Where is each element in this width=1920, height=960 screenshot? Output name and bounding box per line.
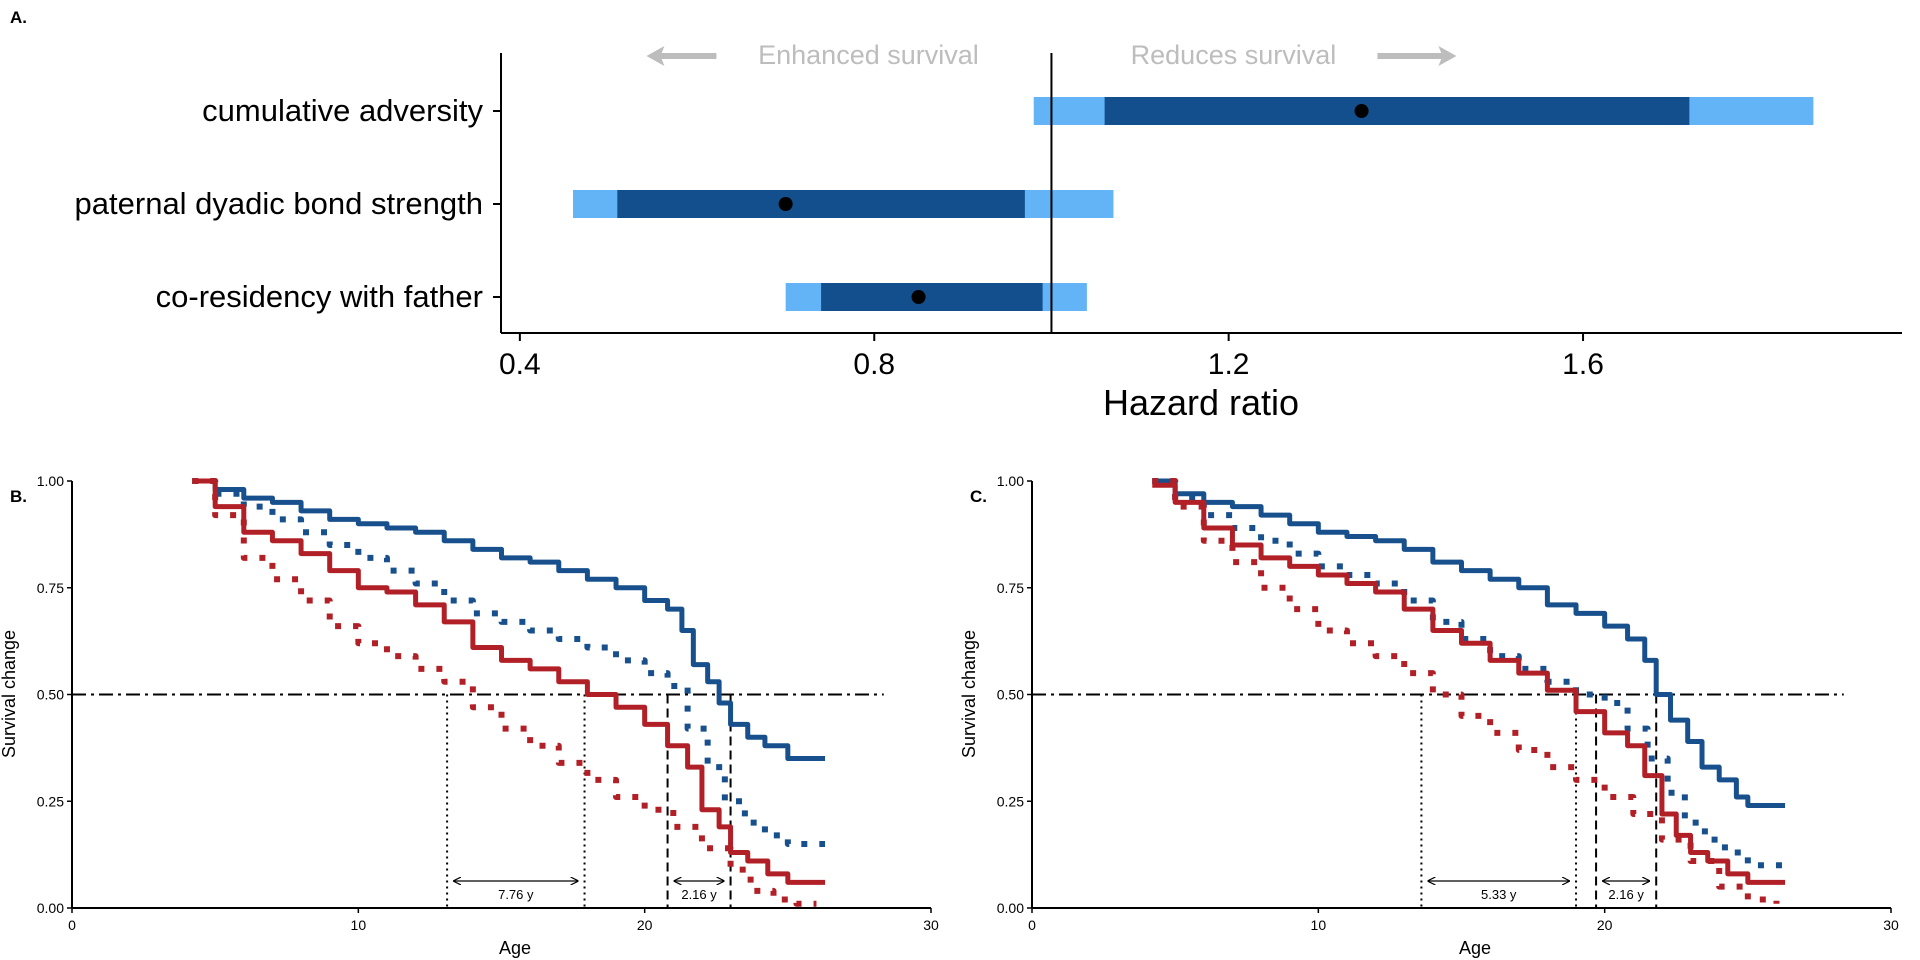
y-tick-label: 0.75 [37, 580, 64, 596]
y-tick-label: 0.50 [37, 687, 64, 703]
y-tick-label: 0.25 [37, 793, 64, 809]
forest-x-tick-label: 0.8 [853, 348, 895, 381]
x-tick-label: 30 [923, 917, 939, 933]
panel-c-label: C. [970, 487, 987, 506]
forest-ci-inner [617, 190, 1025, 218]
survival-curve-red-solid [1152, 482, 1786, 885]
survival-curve-blue-solid [192, 478, 826, 762]
right-arrow-head [1438, 46, 1457, 66]
survival-curve-red-solid [192, 478, 826, 885]
forest-x-tick-label: 0.4 [499, 348, 541, 381]
gap-label: 5.33 y [1481, 887, 1517, 902]
survival-curve-blue-solid [1152, 478, 1786, 809]
y-tick-label: 0.25 [997, 793, 1024, 809]
x-tick-label: 10 [351, 917, 367, 933]
forest-annotation-reduces: Reduces survival [1131, 40, 1337, 70]
panel-b-label: B. [10, 487, 27, 506]
forest-x-ticks: 0.4 0.8 1.2 1.6 [499, 333, 1604, 381]
x-tick-label: 0 [68, 917, 76, 933]
survival-curve-red-dotted [192, 478, 817, 907]
panel-c-y-axis-title: Survival change [959, 630, 979, 758]
forest-row-labels: cumulative adversity paternal dyadic bond… [75, 93, 501, 314]
x-tick-label: 10 [1311, 917, 1327, 933]
forest-x-tick-label: 1.6 [1562, 348, 1604, 381]
forest-x-tick-label: 1.2 [1208, 348, 1250, 381]
panel-a-label: A. [10, 8, 27, 27]
y-tick-label: 1.00 [37, 473, 64, 489]
forest-annotation-enhanced: Enhanced survival [758, 40, 979, 70]
panel-a: A. Enhanced survival Reduces survival 0.… [10, 8, 1902, 423]
forest-point-estimate [911, 290, 926, 304]
y-tick-label: 0.00 [37, 900, 64, 916]
x-tick-label: 20 [637, 917, 653, 933]
gap-label: 2.16 y [681, 887, 717, 902]
panel-b-x-axis-title: Age [499, 938, 531, 958]
x-tick-label: 20 [1597, 917, 1613, 933]
panel-b: B. Survival change Age 0.00 0.25 0.50 0.75 1… [0, 473, 939, 958]
forest-ci-inner [821, 283, 1043, 311]
panel-c-x-axis-title: Age [1459, 938, 1491, 958]
panel-b-y-axis-title: Survival change [0, 630, 19, 758]
forest-point-estimate [1354, 104, 1369, 118]
forest-row-label: co-residency with father [156, 279, 483, 314]
forest-point-estimate [778, 197, 793, 211]
gap-label: 2.16 y [1608, 887, 1644, 902]
x-tick-label: 0 [1028, 917, 1036, 933]
y-tick-label: 0.00 [997, 900, 1024, 916]
survival-curve-blue-dotted [1152, 478, 1786, 869]
forest-ci-group [573, 97, 1814, 311]
x-tick-label: 30 [1883, 917, 1899, 933]
forest-row-label: cumulative adversity [202, 93, 483, 128]
y-tick-label: 1.00 [997, 473, 1024, 489]
forest-row-label: paternal dyadic bond strength [75, 186, 483, 221]
gap-label: 7.76 y [498, 887, 534, 902]
y-tick-label: 0.50 [997, 687, 1024, 703]
forest-x-axis-title: Hazard ratio [1103, 382, 1299, 423]
forest-ci-inner [1104, 97, 1690, 125]
survival-curve-red-dotted [1152, 478, 1780, 904]
y-tick-label: 0.75 [997, 580, 1024, 596]
left-arrow-head [646, 46, 665, 66]
forest-direction-arrows [646, 46, 1457, 66]
panel-c: C. Survival change Age 0.00 0.25 0.50 0.75 1… [959, 473, 1899, 958]
